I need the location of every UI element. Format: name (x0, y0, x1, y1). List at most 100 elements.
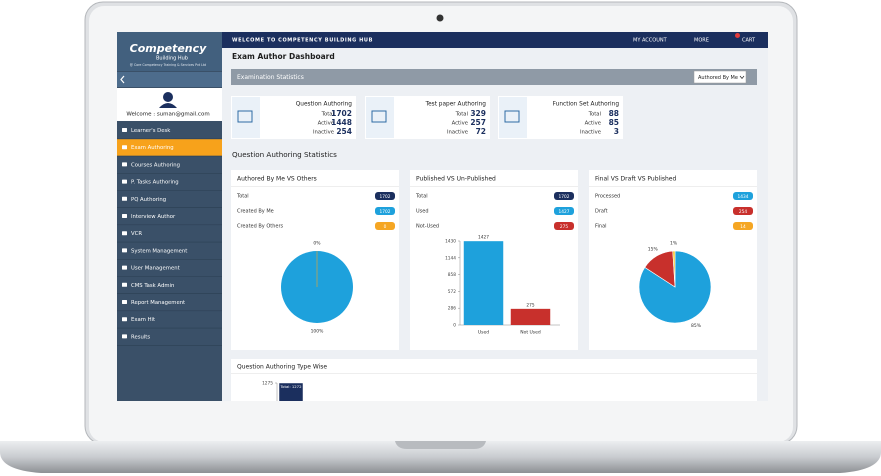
y-tick-label: 1144 (445, 255, 456, 261)
menu-label: VCR (131, 231, 142, 237)
menu-item[interactable] (117, 139, 222, 156)
menu-divider (117, 138, 222, 140)
stat-value: 72 (476, 127, 486, 136)
menu-item[interactable] (117, 156, 222, 173)
row-badge (375, 222, 395, 230)
menu-label: Courses Authoring (131, 162, 180, 168)
menu-item[interactable] (117, 294, 222, 311)
stat-label: Active (318, 121, 334, 127)
menu-label: CMS Task Admin (131, 283, 174, 289)
menu-divider (117, 155, 222, 157)
pie-label: 100% (311, 329, 325, 335)
filter-caret (739, 75, 745, 80)
menu-item[interactable] (117, 328, 222, 345)
topbar-menu[interactable]: MORE (694, 38, 709, 44)
row-badge (733, 192, 753, 200)
cart-badge (735, 33, 740, 38)
row-label: Draft (595, 209, 608, 215)
menu-item[interactable] (117, 276, 222, 294)
base-notch (395, 441, 486, 449)
panel-title: Final VS Draft VS Published (595, 176, 676, 183)
collapse-icon[interactable] (120, 75, 125, 84)
stat-label: Active (585, 121, 601, 127)
stat-label: Total (588, 112, 601, 118)
row-label: Not-Used (416, 224, 439, 230)
menu-icon (122, 334, 127, 339)
menu-label: Exam Hit (131, 317, 155, 323)
row-badge-value: 1427 (559, 209, 570, 215)
avatar-body (159, 103, 177, 108)
pie-label: 1% (670, 241, 678, 247)
menu-item[interactable] (117, 242, 222, 259)
y-tick-label: 1430 (445, 239, 456, 245)
x-tick-label: Used (478, 330, 489, 336)
logo: Competency (130, 42, 207, 55)
welcome-text: Welcome : suman@gmail.com (126, 112, 209, 118)
stats-bar (231, 69, 757, 85)
row-badge-value: 1434 (738, 194, 749, 200)
stat-card-title: Question Authoring (296, 102, 353, 108)
logo-tag: @ Core Competency Training & Services Pv… (130, 63, 206, 67)
stat-icon (237, 110, 253, 123)
menu-label: System Management (131, 248, 187, 254)
menu-label: Learner's Desk (131, 128, 171, 134)
row-badge (733, 207, 753, 215)
bar (463, 241, 504, 325)
menu-item[interactable] (117, 190, 222, 208)
stat-label: Total (321, 112, 334, 118)
menu-divider (117, 241, 222, 243)
logo-area (117, 32, 222, 71)
stat-icon (504, 110, 520, 123)
stat-label: Inactive (580, 130, 601, 136)
stat-value: 254 (336, 127, 352, 136)
panel-title: Question Authoring Type Wise (237, 364, 327, 371)
stat-card-title: Function Set Authoring (553, 102, 620, 108)
row-badge-value: 275 (560, 224, 568, 230)
stat-value: 85 (609, 118, 619, 127)
menu-icon (122, 317, 127, 322)
menu-divider (117, 207, 222, 208)
menu-item[interactable] (117, 208, 222, 225)
y-tick-label: 858 (448, 272, 456, 278)
menu-item[interactable] (117, 173, 222, 191)
menu-divider (117, 190, 222, 191)
menu-icon (122, 282, 127, 287)
filter-select[interactable] (693, 70, 747, 84)
row-label: Created By Others (237, 224, 284, 230)
stat-value: 1448 (331, 118, 352, 127)
menu-item[interactable] (117, 122, 222, 139)
topbar (222, 32, 768, 48)
stat-icon-bg (232, 97, 260, 138)
row-label: Final (595, 224, 607, 230)
menu-icon (122, 145, 127, 150)
menu-icon (122, 231, 127, 236)
stat-value: 88 (609, 109, 619, 118)
pie-label: 0% (313, 241, 321, 247)
topbar-menu[interactable]: CART (742, 38, 756, 44)
row-badge (554, 207, 574, 215)
menu-item[interactable] (117, 311, 222, 328)
menu-icon (122, 162, 127, 167)
row-badge-value: 254 (739, 209, 747, 215)
stat-label: Inactive (313, 130, 334, 136)
stat-icon-bg (499, 97, 527, 138)
stat-label: Total (455, 112, 468, 118)
collapse-bar[interactable] (117, 72, 222, 87)
row-badge-value: 1702 (380, 209, 391, 215)
panel-title: Published VS Un-Published (416, 176, 496, 183)
y-tick-label: 572 (448, 289, 456, 295)
stat-value: 329 (470, 109, 486, 118)
stat-value: 3 (614, 127, 619, 136)
stat-label: Inactive (447, 130, 468, 136)
row-label: Total (415, 194, 428, 200)
stats-bar-title: Examination Statistics (237, 74, 304, 81)
menu-item[interactable] (117, 225, 222, 242)
stat-icon (371, 110, 387, 123)
topbar-menu[interactable]: MY ACCOUNT (633, 38, 668, 44)
avatar-head (163, 92, 173, 102)
row-label: Processed (595, 194, 620, 200)
menu-divider (117, 259, 222, 260)
menu-item[interactable] (117, 259, 222, 277)
menu-icon (122, 179, 127, 184)
